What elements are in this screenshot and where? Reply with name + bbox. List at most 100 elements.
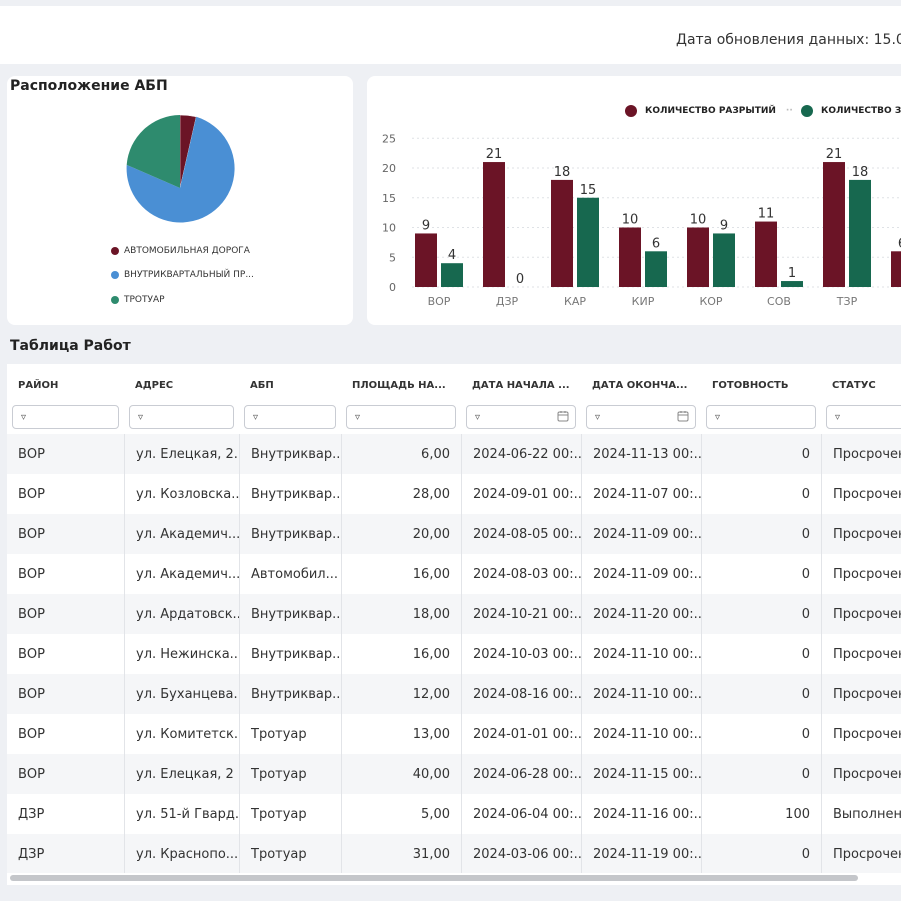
table-cell: 0 <box>701 834 821 874</box>
table-cell: 18,00 <box>341 594 461 634</box>
bar-value-label: 6 <box>652 236 660 251</box>
table-cell: ДЗР <box>18 846 45 862</box>
bar <box>713 233 735 287</box>
table-cell: ул. Академич... <box>124 514 239 554</box>
table-cell: Просрочен <box>821 514 901 554</box>
table-cell: 0 <box>701 634 821 674</box>
table-row[interactable]: ВОР ул. Комитетск... Тротуар 13,00 2024-01-0… <box>7 714 901 754</box>
table-filter-row: ▿ ▿ ▿ ▿ ▿ ▿ ▿ ▿ <box>7 400 901 434</box>
table-cell: 0 <box>701 714 821 754</box>
pie-legend-road[interactable]: АВТОМОБИЛЬНАЯ ДОРОГА <box>111 246 250 256</box>
x-tick-label: СОВ <box>767 295 791 308</box>
top-bar: Дата обновления данных: 15.01.2 <box>0 6 901 64</box>
table-cell: 16,00 <box>341 554 461 594</box>
column-filter-input[interactable]: ▿ <box>346 405 456 429</box>
pie-slice-road <box>179 114 197 189</box>
column-filter-cell: ▿ <box>824 400 901 434</box>
bar-value-label: 15 <box>580 183 597 198</box>
bar-value-label: 10 <box>690 213 707 228</box>
column-filter-input[interactable]: ▿ <box>244 405 336 429</box>
pie-legend-label: ТРОТУАР <box>124 295 165 305</box>
table-row[interactable]: ВОР ул. Академич... Автомобил... 16,00 2024-… <box>7 554 901 594</box>
table-header-row: РАЙОН АДРЕС АБП ПЛОЩАДЬ НА... ДАТА НАЧАЛА ..… <box>7 364 901 406</box>
table-cell: ВОР <box>18 766 45 782</box>
table-cell: Внутриквар... <box>239 674 341 714</box>
table-cell: ВОР <box>18 606 45 622</box>
scrollbar-thumb[interactable] <box>10 875 858 881</box>
column-header[interactable]: АБП <box>250 379 274 391</box>
column-filter-input[interactable]: ▿ <box>466 405 576 429</box>
table-row[interactable]: ВОР ул. Академич... Внутриквар... 20,00 2024… <box>7 514 901 554</box>
bar-chart-card: КОЛИЧЕСТВО РАЗРЫТИЙ ·· КОЛИЧЕСТВО ЗА 0 5 1… <box>367 76 901 325</box>
column-filter-cell: ▿ <box>127 400 236 434</box>
x-tick-label: КАР <box>564 295 586 308</box>
filter-icon: ▿ <box>355 411 361 423</box>
column-filter-input[interactable]: ▿ <box>12 405 119 429</box>
table-row[interactable]: ВОР ул. Ардатовск... Внутриквар... 18,00 202… <box>7 594 901 634</box>
table-cell: 13,00 <box>341 714 461 754</box>
column-filter-cell: ▿ <box>344 400 458 434</box>
data-update-date: Дата обновления данных: 15.01.2 <box>676 32 901 48</box>
bar-value-label: 18 <box>554 165 571 180</box>
y-tick-label: 10 <box>382 222 396 235</box>
table-cell: ул. Козловска... <box>124 474 239 514</box>
table-cell: Просрочен <box>821 634 901 674</box>
pie-legend-sidewalk[interactable]: ТРОТУАР <box>111 295 165 305</box>
table-cell: 12,00 <box>341 674 461 714</box>
calendar-icon[interactable] <box>677 410 689 425</box>
table-cell: Выполнено <box>821 794 901 834</box>
pie-chart-title: Расположение АБП <box>10 78 168 94</box>
y-tick-label: 20 <box>382 162 396 175</box>
table-title: Таблица Работ <box>10 338 131 354</box>
column-filter-cell: ▿ <box>242 400 338 434</box>
table-cell: ВОР <box>18 686 45 702</box>
column-filter-input[interactable]: ▿ <box>586 405 696 429</box>
column-header[interactable]: ДАТА НАЧАЛА ... <box>472 379 570 391</box>
table-cell: 20,00 <box>341 514 461 554</box>
table-cell: 2024-11-13 00:... <box>581 434 701 474</box>
calendar-icon[interactable] <box>557 410 569 425</box>
legend-dot-icon <box>111 296 119 304</box>
column-filter-input[interactable]: ▿ <box>706 405 816 429</box>
bar-legend-second[interactable]: КОЛИЧЕСТВО ЗА <box>801 105 901 117</box>
table-row[interactable]: ДЗР ул. 51-й Гвард... Тротуар 5,00 2024-06-0… <box>7 794 901 834</box>
bar-value-label: 6 <box>898 236 901 251</box>
column-filter-cell: ▿ <box>704 400 818 434</box>
table-row[interactable]: ВОР ул. Буханцева... Внутриквар... 12,00 202… <box>7 674 901 714</box>
column-header[interactable]: РАЙОН <box>18 379 59 391</box>
bar <box>755 221 777 287</box>
table-cell: ВОР <box>18 446 45 462</box>
table-cell: ул. Комитетск... <box>124 714 239 754</box>
table-cell: ул. Елецкая, 2... <box>124 434 239 474</box>
table-cell: 5,00 <box>341 794 461 834</box>
x-tick-label: ТЗР <box>836 295 858 308</box>
works-table: РАЙОН АДРЕС АБП ПЛОЩАДЬ НА... ДАТА НАЧАЛА ..… <box>7 364 901 885</box>
bar <box>441 263 463 287</box>
table-cell: Тротуар <box>239 794 341 834</box>
table-row[interactable]: ВОР ул. Елецкая, 2... Внутриквар... 6,00 202… <box>7 434 901 474</box>
table-row[interactable]: ВОР ул. Козловска... Внутриквар... 28,00 202… <box>7 474 901 514</box>
horizontal-scrollbar[interactable] <box>7 873 901 883</box>
column-header[interactable]: СТАТУС <box>832 379 876 391</box>
pie-legend-inner[interactable]: ВНУТРИКВАРТАЛЬНЫЙ ПР... <box>111 270 254 280</box>
table-cell: ВОР <box>18 486 45 502</box>
table-cell: 2024-08-05 00:... <box>461 514 581 554</box>
column-header[interactable]: ГОТОВНОСТЬ <box>712 379 789 391</box>
column-header[interactable]: ДАТА ОКОНЧА... <box>592 379 688 391</box>
column-filter-input[interactable]: ▿ <box>129 405 234 429</box>
table-cell: 0 <box>701 674 821 714</box>
table-cell: Тротуар <box>239 754 341 794</box>
y-tick-label: 0 <box>389 281 396 294</box>
table-cell: 28,00 <box>341 474 461 514</box>
bar-legend-excavations[interactable]: КОЛИЧЕСТВО РАЗРЫТИЙ ·· <box>625 105 793 117</box>
legend-dot-icon <box>111 247 119 255</box>
table-cell: 0 <box>701 594 821 634</box>
table-cell: 2024-10-21 00:... <box>461 594 581 634</box>
column-header[interactable]: ПЛОЩАДЬ НА... <box>352 379 446 391</box>
table-row[interactable]: ДЗР ул. Краснопо... Тротуар 31,00 2024-03-06… <box>7 834 901 874</box>
table-cell: Просрочен <box>821 434 901 474</box>
column-filter-input[interactable]: ▿ <box>826 405 901 429</box>
column-header[interactable]: АДРЕС <box>135 379 174 391</box>
table-row[interactable]: ВОР ул. Елецкая, 2 Тротуар 40,00 2024-06-28 … <box>7 754 901 794</box>
table-row[interactable]: ВОР ул. Нежинска... Внутриквар... 16,00 2024… <box>7 634 901 674</box>
